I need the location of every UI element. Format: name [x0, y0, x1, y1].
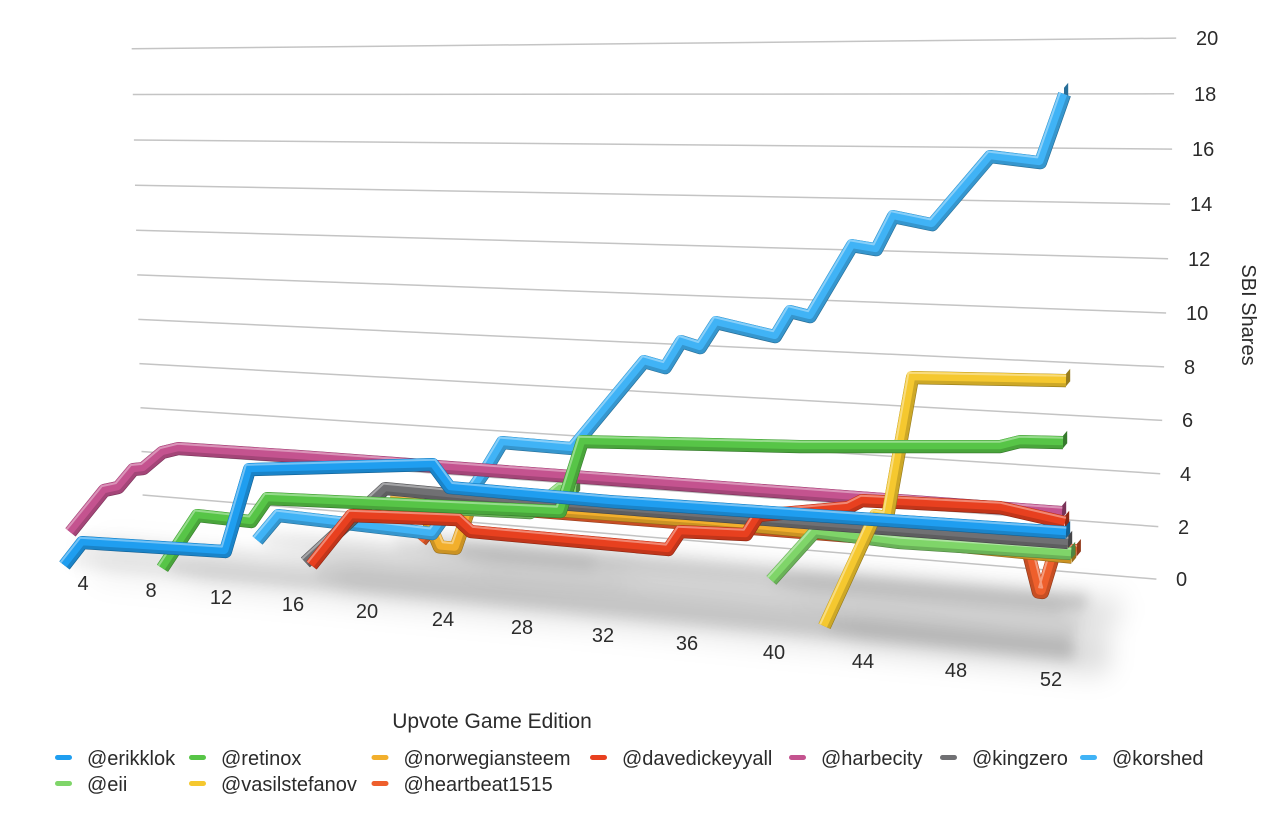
- svg-text:52: 52: [1040, 669, 1062, 691]
- svg-text:Upvote Game Edition: Upvote Game Edition: [392, 710, 592, 733]
- svg-text:44: 44: [852, 651, 874, 673]
- svg-text:@davedickeyyall: @davedickeyyall: [622, 748, 772, 770]
- svg-text:40: 40: [763, 642, 785, 664]
- svg-text:4: 4: [1180, 464, 1191, 486]
- svg-text:@heartbeat1515: @heartbeat1515: [404, 774, 553, 796]
- svg-text:@norwegiansteem: @norwegiansteem: [404, 748, 571, 770]
- svg-text:20: 20: [356, 601, 378, 623]
- svg-text:18: 18: [1194, 84, 1216, 106]
- svg-text:14: 14: [1190, 194, 1212, 216]
- svg-text:@kingzero: @kingzero: [972, 748, 1068, 770]
- svg-text:@retinox: @retinox: [221, 748, 301, 770]
- svg-text:10: 10: [1186, 303, 1208, 325]
- svg-text:48: 48: [945, 660, 967, 682]
- svg-text:28: 28: [511, 617, 533, 639]
- svg-text:24: 24: [432, 609, 454, 631]
- svg-text:@erikklok: @erikklok: [87, 748, 176, 770]
- svg-text:@korshed: @korshed: [1112, 748, 1203, 770]
- svg-text:@vasilstefanov: @vasilstefanov: [221, 774, 357, 796]
- svg-text:12: 12: [1188, 249, 1210, 271]
- svg-text:16: 16: [1192, 139, 1214, 161]
- svg-text:@eii: @eii: [87, 774, 127, 796]
- svg-text:SBI Shares: SBI Shares: [1237, 264, 1259, 365]
- svg-text:4: 4: [77, 573, 88, 595]
- svg-text:36: 36: [676, 633, 698, 655]
- svg-text:8: 8: [1184, 357, 1195, 379]
- svg-text:6: 6: [1182, 410, 1193, 432]
- svg-text:0: 0: [1176, 569, 1187, 591]
- svg-text:32: 32: [592, 625, 614, 647]
- svg-text:@harbecity: @harbecity: [821, 748, 922, 770]
- svg-text:2: 2: [1178, 517, 1189, 539]
- svg-text:8: 8: [145, 580, 156, 602]
- svg-text:20: 20: [1196, 28, 1218, 50]
- svg-text:12: 12: [210, 587, 232, 609]
- svg-text:16: 16: [282, 594, 304, 616]
